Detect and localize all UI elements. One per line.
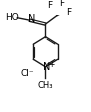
Text: Cl⁻: Cl⁻: [20, 68, 34, 77]
Text: F: F: [67, 8, 72, 17]
Text: CH₃: CH₃: [38, 81, 53, 90]
Text: N: N: [28, 14, 36, 24]
Text: +: +: [48, 60, 55, 69]
Text: F: F: [59, 0, 64, 8]
Text: HO: HO: [5, 13, 19, 22]
Text: N: N: [43, 62, 51, 72]
Text: F: F: [47, 1, 52, 10]
